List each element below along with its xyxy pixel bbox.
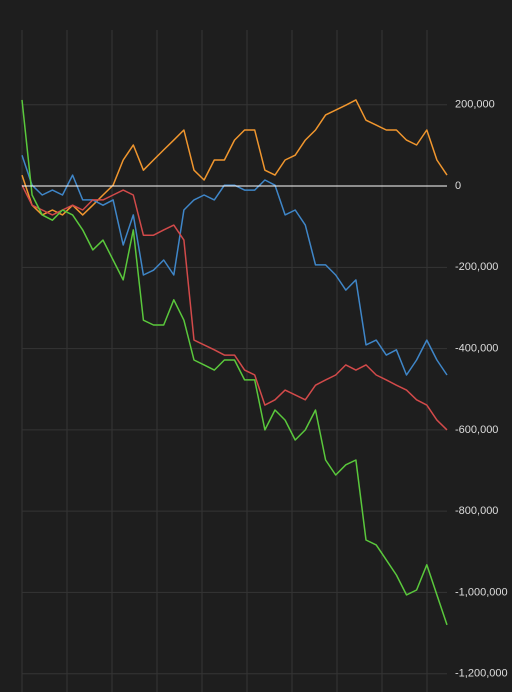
series-line [21,99,448,626]
y-tick-label: -600,000 [455,424,498,436]
y-tick-label: -1,200,000 [455,668,508,680]
y-tick-label: -400,000 [455,343,498,355]
y-tick-label: 0 [455,180,461,192]
series-line [21,184,448,431]
series-line [21,154,448,376]
y-tick-label: -800,000 [455,505,498,517]
y-tick-label: -200,000 [455,261,498,273]
y-tick-label: 200,000 [455,99,495,111]
y-tick-label: -1,000,000 [455,586,508,598]
series-line [21,99,448,216]
